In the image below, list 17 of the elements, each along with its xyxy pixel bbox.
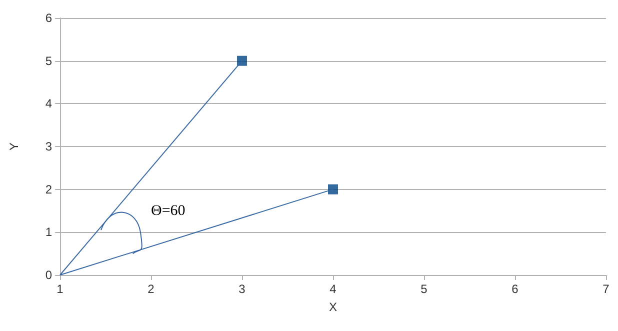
y-tick-label: 3 xyxy=(45,140,52,154)
y-tick-label: 2 xyxy=(45,182,52,196)
x-tick-label: 6 xyxy=(512,282,519,296)
x-axis-title: X xyxy=(328,300,338,314)
y-tick-label: 1 xyxy=(45,225,52,240)
x-tick-label: 3 xyxy=(238,282,246,296)
y-tick-label: 6 xyxy=(45,11,52,25)
x-tick-label: 7 xyxy=(602,282,610,296)
x-tick-label: 2 xyxy=(148,282,155,296)
x-tick-label: 1 xyxy=(56,282,64,296)
y-tick-label: 5 xyxy=(45,54,52,68)
annotation: Θ=60 xyxy=(151,202,186,219)
y-tick-label: 0 xyxy=(45,268,52,282)
y-tick-label: 4 xyxy=(45,96,52,111)
x-tick-label: 5 xyxy=(420,282,428,296)
y-axis-title: Y xyxy=(7,142,21,151)
x-tick-label: 4 xyxy=(330,282,337,296)
